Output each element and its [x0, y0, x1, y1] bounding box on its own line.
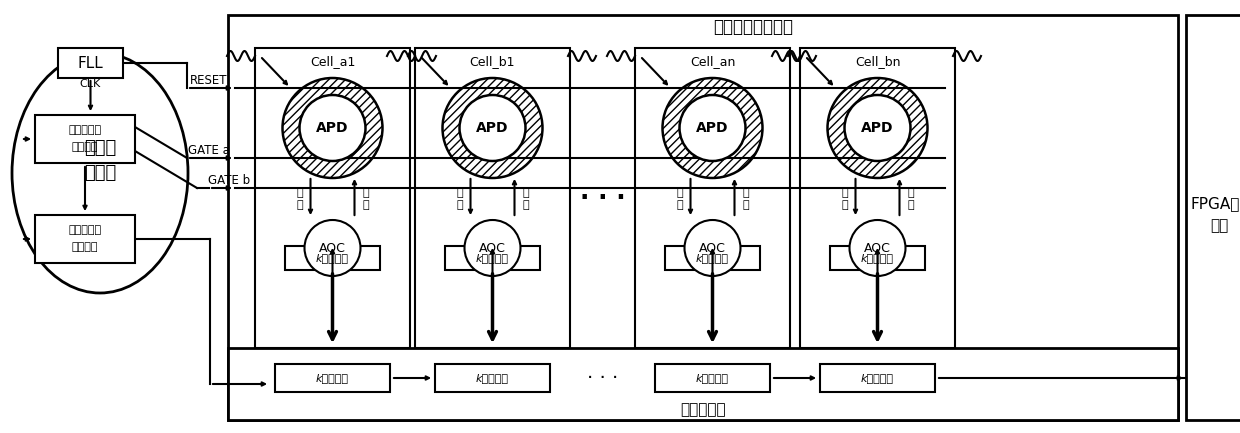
Text: · · ·: · · ·	[579, 186, 625, 210]
Text: 淬
灭: 淬 灭	[362, 188, 368, 210]
Circle shape	[283, 78, 382, 178]
Circle shape	[305, 220, 361, 276]
Ellipse shape	[12, 53, 188, 293]
Text: k位计数器: k位计数器	[696, 253, 729, 263]
Circle shape	[460, 95, 526, 161]
Circle shape	[684, 220, 740, 276]
Bar	[415, 48, 570, 348]
Bar	[255, 48, 410, 348]
Circle shape	[465, 220, 521, 276]
Text: Cell_a1: Cell_a1	[310, 55, 355, 68]
Text: k位计数器: k位计数器	[861, 253, 894, 263]
Text: AQC: AQC	[864, 242, 890, 255]
Text: APD: APD	[696, 121, 729, 135]
Bar	[1185, 15, 1240, 420]
Text: Cell_an: Cell_an	[689, 55, 735, 68]
Bar	[228, 15, 1178, 420]
Bar	[35, 215, 135, 263]
Text: 感
应: 感 应	[841, 188, 848, 210]
Bar	[820, 364, 935, 392]
Text: 感
应: 感 应	[296, 188, 303, 210]
Text: 主动淬灭检测模块: 主动淬灭检测模块	[713, 18, 794, 36]
Text: APD: APD	[316, 121, 348, 135]
Bar	[635, 48, 790, 348]
Text: RESET: RESET	[190, 74, 228, 87]
Text: k位计数器: k位计数器	[316, 253, 348, 263]
Bar	[800, 48, 955, 348]
Text: k位寄存器: k位寄存器	[476, 373, 508, 383]
Text: 感
应: 感 应	[676, 188, 683, 210]
Circle shape	[443, 78, 543, 178]
Text: 路模块: 路模块	[84, 164, 117, 182]
Text: 模块: 模块	[1210, 218, 1229, 233]
Bar	[35, 115, 135, 163]
Text: CLK: CLK	[79, 79, 102, 89]
Text: APD: APD	[476, 121, 508, 135]
Text: 帧字位信号: 帧字位信号	[68, 225, 102, 235]
Text: GATE b: GATE b	[208, 174, 250, 187]
Circle shape	[300, 95, 366, 161]
Circle shape	[662, 78, 763, 178]
Text: AQC: AQC	[699, 242, 725, 255]
Bar	[228, 348, 1178, 420]
Text: FLL: FLL	[78, 55, 103, 71]
Circle shape	[844, 95, 910, 161]
Bar	[445, 246, 539, 270]
Text: 感
应: 感 应	[456, 188, 463, 210]
Text: 时钟电: 时钟电	[84, 139, 117, 157]
Bar	[58, 48, 123, 78]
Text: APD: APD	[862, 121, 894, 135]
Text: 非重叠时钟: 非重叠时钟	[68, 125, 102, 135]
Text: 淬
灭: 淬 灭	[908, 188, 914, 210]
Circle shape	[680, 95, 745, 161]
Bar	[830, 246, 925, 270]
Text: 淬
灭: 淬 灭	[743, 188, 749, 210]
Bar	[285, 246, 379, 270]
Text: Cell_bn: Cell_bn	[854, 55, 900, 68]
Bar	[435, 364, 551, 392]
Text: k位寄存器: k位寄存器	[861, 373, 894, 383]
Text: GATE a: GATE a	[188, 143, 229, 156]
Bar	[665, 246, 760, 270]
Text: 淬
灭: 淬 灭	[522, 188, 528, 210]
Circle shape	[827, 78, 928, 178]
Text: k位计数器: k位计数器	[476, 253, 508, 263]
Text: AQC: AQC	[479, 242, 506, 255]
Text: Cell_b1: Cell_b1	[470, 55, 516, 68]
Text: 产生模块: 产生模块	[72, 242, 98, 252]
Text: k位寄存器: k位寄存器	[316, 373, 348, 383]
Circle shape	[849, 220, 905, 276]
Text: 寄存器模块: 寄存器模块	[681, 403, 725, 417]
Text: 产生模块: 产生模块	[72, 142, 98, 152]
Text: · · ·: · · ·	[587, 368, 618, 388]
Bar	[655, 364, 770, 392]
Bar	[275, 364, 391, 392]
Text: FPGA处理: FPGA处理	[1190, 196, 1240, 211]
Text: k位寄存器: k位寄存器	[696, 373, 729, 383]
Text: AQC: AQC	[319, 242, 346, 255]
